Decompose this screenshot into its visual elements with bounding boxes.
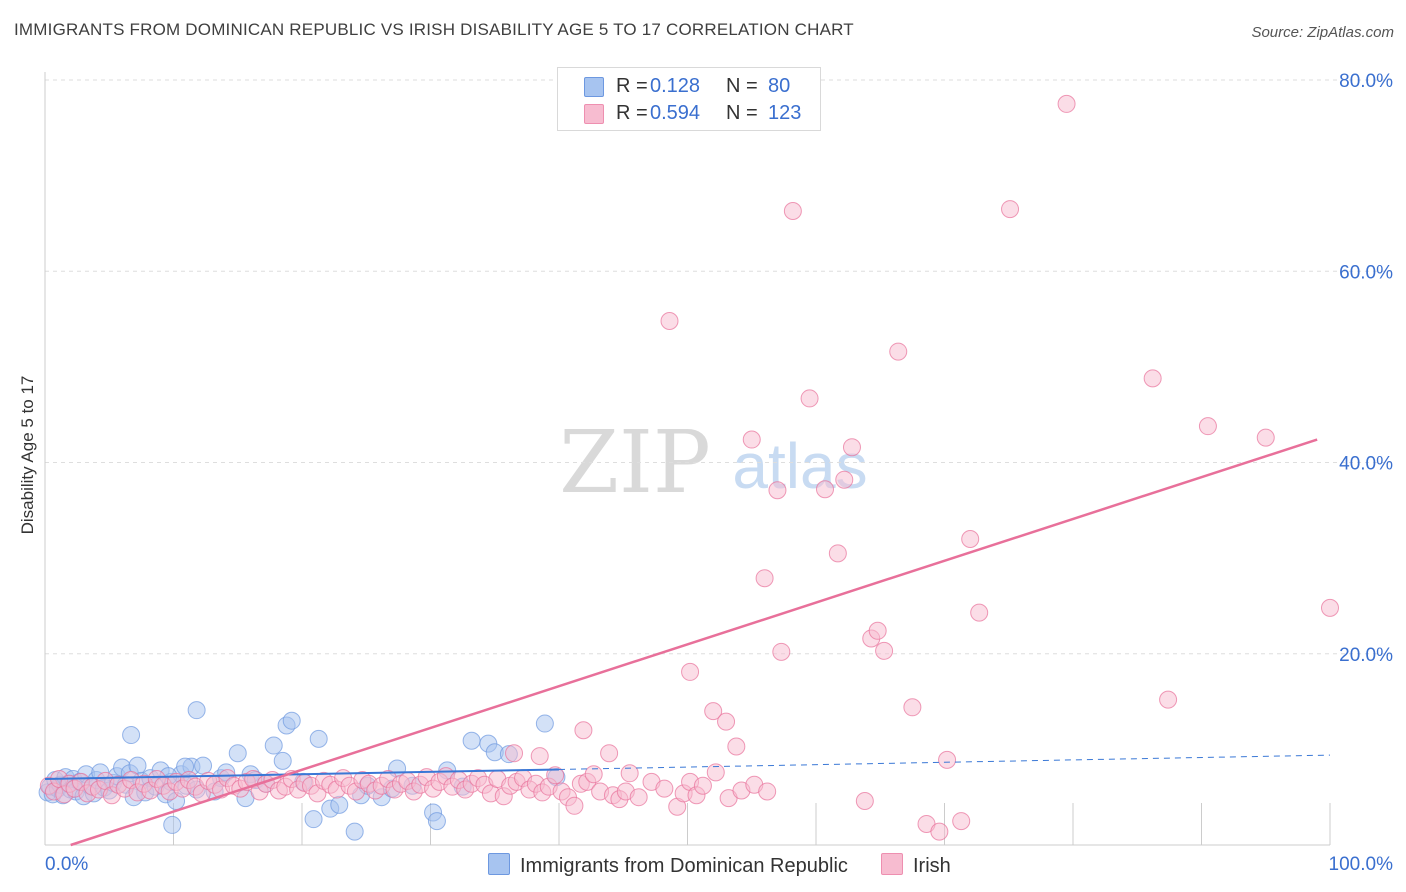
legend-n-value: 123 [768,102,802,124]
y-tick-label-60: 60.0% [1339,262,1393,283]
irish-point-117 [772,642,791,661]
y-tick-label-80: 80.0% [1339,71,1393,92]
legend-n-value: 80 [768,75,791,97]
dominican-point-74 [462,731,481,750]
irish-point-104 [505,744,524,763]
legend-swatch-irish [584,104,604,124]
trend-lines [44,438,1331,847]
irish-point-110 [681,662,700,681]
irish-point-107 [600,744,619,763]
irish-trend-line [70,438,1318,847]
x-tick-label-min: 0.0% [45,854,88,875]
irish-point-134 [961,530,980,548]
legend-swatch-dominican [584,77,604,97]
dominican-point-62 [330,795,349,814]
irish-point-139 [1159,690,1178,709]
dominican-point-49 [228,744,247,763]
legend-item-dominican: Immigrants from Dominican Republic [488,853,848,878]
irish-point-132 [938,750,957,769]
dominican-point-45 [194,756,213,775]
irish-point-108 [620,764,639,783]
irish-point-137 [1057,94,1076,113]
dominican-point-60 [309,729,328,748]
irish-point-135 [970,603,989,622]
y-axis-label: Disability Age 5 to 17 [18,375,37,535]
dominican-point-59 [304,810,323,829]
legend-n-label: N = [726,75,758,97]
irish-point-86 [584,765,603,784]
irish-point-118 [783,202,802,221]
irish-point-115 [755,569,774,588]
y-tick-label-40: 40.0% [1339,454,1393,475]
dominican-point-71 [427,812,446,831]
irish-point-140 [1198,417,1217,436]
legend-row-dominican: R = 0.128 N = 80 [558,73,820,99]
irish-point-98 [693,776,712,795]
legend-r-label: R = [616,102,648,124]
dominican-point-54 [264,736,283,755]
irish-point-141 [1256,428,1275,447]
irish-point-116 [768,481,787,500]
irish-point-105 [530,747,549,766]
legend-n-label: N = [726,102,758,124]
legend-label-irish: Irish [913,855,951,877]
legend-swatch-dominican [488,853,510,875]
x-tick-label-max: 100.0% [1329,854,1394,875]
dominican-trend-extension [558,754,1331,770]
legend-label-dominican: Immigrants from Dominican Republic [520,855,848,877]
irish-point-123 [842,438,861,457]
irish-point-113 [727,737,746,756]
dominican-point-55 [273,751,292,770]
legend-swatch-irish [881,853,903,875]
irish-point-106 [574,721,593,740]
irish-point-80 [546,766,565,785]
series-legend: Immigrants from Dominican Republic Irish [0,851,1406,879]
dominican-point-44 [187,701,206,720]
legend-stats: R = 0.128 N = 80 R = 0.594 N = 123 [557,67,821,131]
irish-point-138 [1143,369,1162,388]
irish-point-119 [800,389,819,408]
legend-r-value: 0.594 [650,102,701,124]
irish-point-129 [903,698,922,717]
irish-point-109 [660,311,679,330]
irish-point-103 [758,782,777,801]
dominican-point-40 [122,726,141,745]
irish-point-124 [855,792,874,811]
legend-row-irish: R = 0.594 N = 123 [558,100,820,126]
dominican-trend-line [44,768,560,781]
irish-point-142 [1321,598,1339,617]
irish-point-127 [875,641,894,660]
irish-point-112 [717,712,736,731]
irish-point-126 [868,621,887,640]
series-irish-points [39,94,1339,841]
tick-labels: 20.0% 40.0% 60.0% 80.0% 0.0% 100.0% [45,71,1393,875]
source-label: Source: ZipAtlas.com [1251,24,1394,41]
irish-point-91 [629,788,648,807]
irish-point-99 [706,763,725,782]
dominican-point-42 [163,815,182,834]
dominican-point-57 [282,711,301,730]
irish-point-83 [565,796,584,815]
legend-r-value: 0.128 [650,75,701,97]
irish-point-131 [930,822,949,841]
y-tick-label-20: 20.0% [1339,645,1393,666]
irish-point-133 [952,812,971,831]
irish-point-93 [655,779,674,798]
dominican-point-78 [535,714,554,733]
irish-point-122 [835,470,854,489]
dominican-point-63 [345,822,364,841]
irish-point-121 [828,544,847,563]
irish-point-128 [889,342,908,361]
irish-point-120 [815,480,834,499]
legend-item-irish: Irish [881,853,951,878]
grid [45,79,1392,655]
chart-title: IMMIGRANTS FROM DOMINICAN REPUBLIC VS IR… [14,20,854,39]
legend-r-label: R = [616,75,648,97]
irish-point-111 [704,702,723,721]
irish-point-136 [1001,200,1020,219]
irish-point-114 [742,430,761,449]
